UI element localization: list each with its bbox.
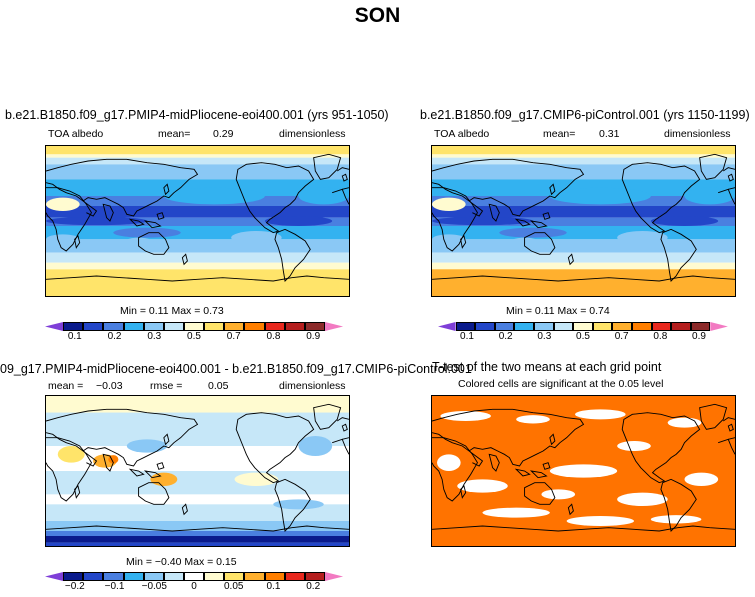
colorbar-tick-label: −0.2: [64, 581, 85, 592]
colorbar-cell: [163, 322, 184, 331]
colorbar-cell: [143, 572, 164, 581]
panel3-map: [45, 395, 350, 547]
panel2-map: [431, 145, 736, 297]
panel3-rmse-value: 0.05: [208, 380, 229, 392]
colorbar-cell: [438, 322, 456, 331]
colorbar-cell: [244, 572, 265, 581]
colorbar-cell: [63, 572, 84, 581]
colorbar-cell: [324, 572, 344, 581]
colorbar-cell: [63, 322, 84, 331]
colorbar-cell: [690, 322, 711, 331]
colorbar-tick-label: 0.05: [223, 581, 244, 592]
panel3-mean-value: −0.03: [96, 380, 123, 392]
panel2-mean-label: mean=: [543, 128, 576, 140]
colorbar-tick-label: 0.9: [306, 331, 321, 342]
colorbar-cell: [284, 572, 305, 581]
colorbar-cell: [514, 322, 534, 331]
colorbar-cell: [264, 322, 285, 331]
colorbar-tick-label: 0.8: [266, 331, 281, 342]
colorbar-cell: [553, 322, 574, 331]
panel1-minmax: Min = 0.11 Max = 0.73: [120, 305, 224, 317]
colorbar-tick-label: −0.05: [141, 581, 167, 592]
colorbar-cell: [573, 322, 593, 331]
colorbar-tick-label: 0.1: [67, 331, 82, 342]
colorbar-cell: [204, 572, 225, 581]
colorbar-cell: [224, 572, 245, 581]
colorbar-tick-label: 0.8: [653, 331, 668, 342]
figure-title: SON: [354, 4, 401, 27]
colorbar-cell: [324, 322, 344, 331]
panel3-units: dimensionless: [279, 380, 346, 392]
colorbar-tick-label: 0.5: [576, 331, 590, 342]
panel3-minmax: Min = −0.40 Max = 0.15: [126, 556, 237, 568]
colorbar-cell: [304, 572, 325, 581]
colorbar-cell: [183, 572, 205, 581]
panel2-units: dimensionless: [664, 128, 731, 140]
colorbar-cell: [494, 322, 515, 331]
colorbar-tick-label: 0.7: [226, 331, 241, 342]
colorbar-tick-label: 0.5: [187, 331, 201, 342]
colorbar-cell: [224, 322, 245, 331]
colorbar-cell: [163, 572, 184, 581]
colorbar-cell: [204, 322, 225, 331]
colorbar-tick-label: 0.2: [306, 581, 321, 592]
colorbar-tick-label: 0.3: [537, 331, 552, 342]
panel2-colorbar: 0.1 0.2 0.3 0.5 0.7 0.8 0.9: [438, 322, 728, 343]
colorbar-tick-label: 0.3: [147, 331, 162, 342]
colorbar-cell: [244, 322, 265, 331]
colorbar-cell: [592, 322, 613, 331]
colorbar-cell: [475, 322, 495, 331]
panel3-colorbar: −0.2 −0.1 −0.05 0 0.05 0.1 0.2: [45, 572, 344, 593]
panel1-mean-label: mean=: [158, 128, 191, 140]
panel1-map: [45, 145, 350, 297]
panel1-units: dimensionless: [279, 128, 346, 140]
colorbar-cell: [83, 572, 104, 581]
colorbar-cell: [631, 322, 652, 331]
panel4-title: T-test of the two means at each grid poi…: [432, 360, 662, 374]
colorbar-cell: [304, 322, 325, 331]
panel4-map: [431, 395, 736, 547]
panel2-variable: TOA albedo: [434, 128, 490, 140]
panel1-variable: TOA albedo: [48, 128, 104, 140]
colorbar-tick-label: 0.9: [692, 331, 706, 342]
colorbar-cell: [103, 572, 124, 581]
panel3-title: 09_g17.PMIP4-midPliocene-eoi400.001 - b.…: [0, 362, 472, 376]
panel3-rmse-label: rmse =: [150, 380, 183, 392]
colorbar-tick-label: 0: [191, 581, 197, 592]
colorbar-tick-label: 0.2: [107, 331, 122, 342]
colorbar-cell: [143, 322, 164, 331]
colorbar-cell: [45, 572, 64, 581]
panel1-mean-value: 0.29: [213, 128, 234, 140]
colorbar-cell: [183, 322, 205, 331]
colorbar-cell: [533, 322, 554, 331]
colorbar-cell: [455, 322, 476, 331]
colorbar-cell: [612, 322, 632, 331]
panel1-title: b.e21.B1850.f09_g17.PMIP4-midPliocene-eo…: [5, 108, 389, 122]
colorbar-cell: [45, 322, 64, 331]
colorbar-tick-label: 0.1: [266, 581, 281, 592]
colorbar-tick-label: 0.2: [498, 331, 513, 342]
colorbar-cell: [651, 322, 672, 331]
colorbar-cell: [123, 322, 144, 331]
colorbar-cell: [264, 572, 285, 581]
panel1-colorbar: 0.1 0.2 0.3 0.5 0.7 0.8 0.9: [45, 322, 344, 343]
colorbar-tick-label: −0.1: [104, 581, 125, 592]
colorbar-cell: [671, 322, 691, 331]
colorbar-cell: [710, 322, 728, 331]
panel2-title: b.e21.B1850.f09_g17.CMIP6-piControl.001 …: [420, 108, 750, 122]
panel3-mean-label: mean =: [48, 380, 84, 392]
colorbar-cell: [103, 322, 124, 331]
colorbar-cell: [83, 322, 104, 331]
panel2-mean-value: 0.31: [599, 128, 620, 140]
colorbar-tick-label: 0.1: [460, 331, 474, 342]
panel4-subtitle: Colored cells are significant at the 0.0…: [458, 378, 664, 390]
colorbar-cell: [284, 322, 305, 331]
colorbar-tick-label: 0.7: [614, 331, 629, 342]
colorbar-cell: [123, 572, 144, 581]
panel2-minmax: Min = 0.11 Max = 0.74: [506, 305, 610, 317]
